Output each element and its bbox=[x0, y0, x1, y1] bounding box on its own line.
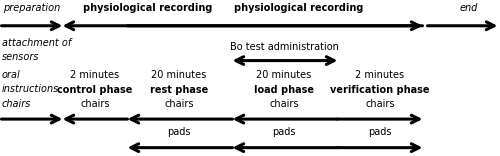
Text: end: end bbox=[460, 3, 478, 13]
Text: physiological recording: physiological recording bbox=[83, 3, 212, 13]
Text: 2 minutes: 2 minutes bbox=[356, 70, 405, 80]
Text: 20 minutes: 20 minutes bbox=[152, 70, 206, 80]
Text: chairs: chairs bbox=[269, 99, 299, 109]
Text: pads: pads bbox=[272, 127, 296, 137]
Text: instructions: instructions bbox=[2, 84, 59, 94]
Text: control phase: control phase bbox=[58, 85, 132, 95]
Text: physiological recording: physiological recording bbox=[234, 3, 364, 13]
Text: chairs: chairs bbox=[2, 99, 31, 109]
Text: chairs: chairs bbox=[164, 99, 194, 109]
Text: verification phase: verification phase bbox=[330, 85, 430, 95]
Text: pads: pads bbox=[368, 127, 392, 137]
Text: load phase: load phase bbox=[254, 85, 314, 95]
Text: 20 minutes: 20 minutes bbox=[256, 70, 312, 80]
Text: sensors: sensors bbox=[2, 52, 39, 62]
Text: 2 minutes: 2 minutes bbox=[70, 70, 120, 80]
Text: chairs: chairs bbox=[80, 99, 110, 109]
Text: attachment of: attachment of bbox=[2, 38, 71, 48]
Text: Bo test administration: Bo test administration bbox=[230, 42, 338, 52]
Text: oral: oral bbox=[2, 70, 20, 80]
Text: pads: pads bbox=[167, 127, 191, 137]
Text: preparation: preparation bbox=[3, 3, 60, 13]
Text: rest phase: rest phase bbox=[150, 85, 208, 95]
Text: chairs: chairs bbox=[365, 99, 395, 109]
